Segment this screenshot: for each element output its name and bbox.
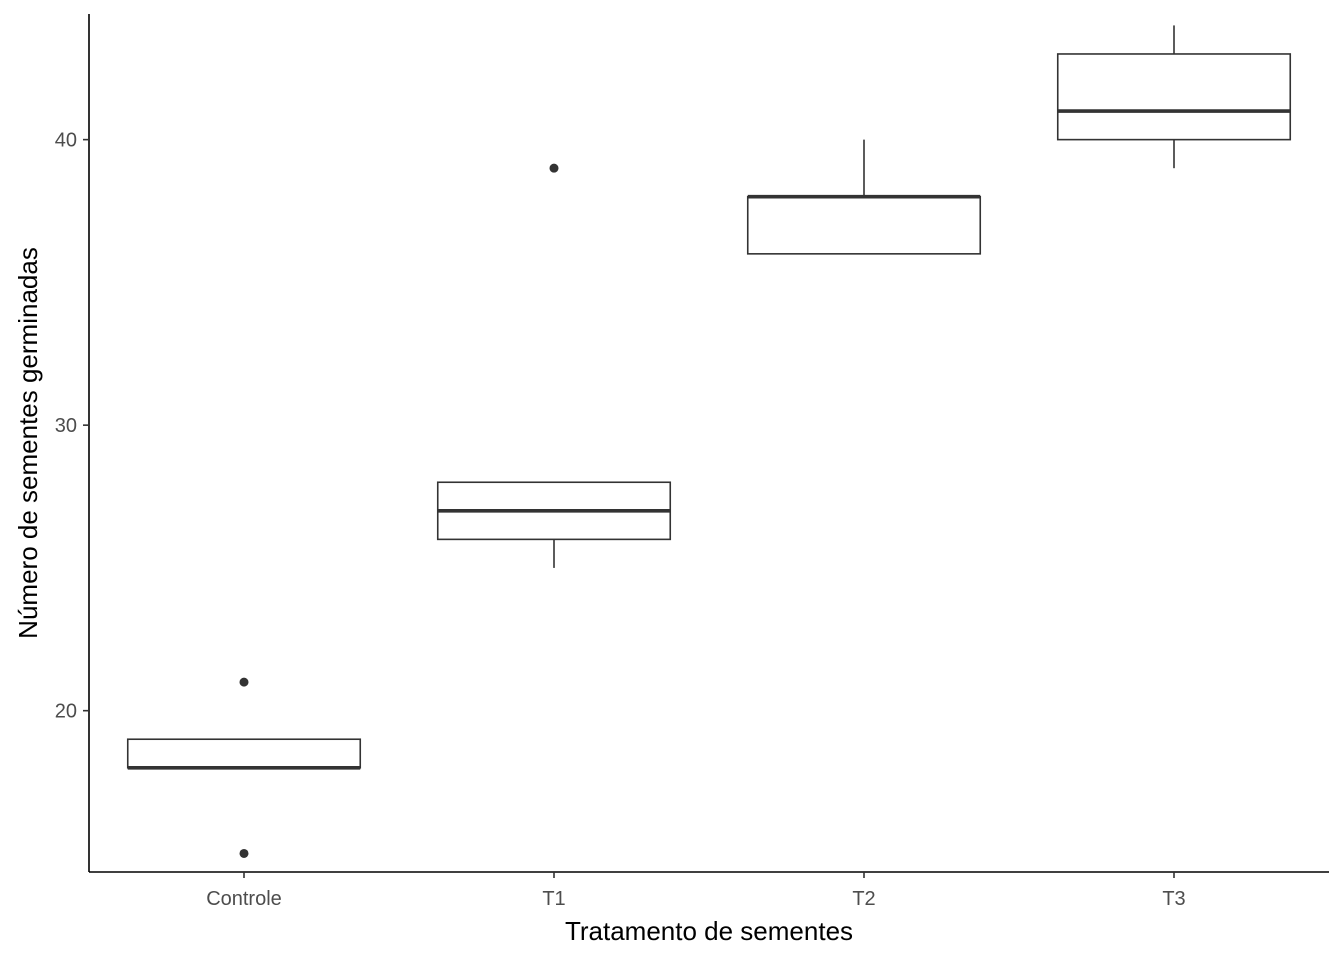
x-axis-title: Tratamento de sementes [565,916,853,946]
x-tick-label-t3: T3 [1162,888,1185,910]
outlier-t1-0 [549,163,559,173]
outlier-controle-1 [239,677,249,687]
plot-marks [126,25,1292,858]
box-t1 [436,163,672,568]
y-axis-title: Número de sementes germinadas [13,247,43,639]
box-t2 [746,139,982,255]
y-tick-label-30: 30 [55,415,77,437]
y-axis-ticks: 20 30 40 [55,130,89,723]
y-tick-label-20: 20 [55,701,77,723]
box-controle [126,677,362,858]
x-tick-label-controle: Controle [206,888,282,910]
x-tick-label-t1: T1 [542,888,565,910]
box-rect-controle [126,738,362,769]
x-tick-label-t2: T2 [852,888,875,910]
box-rect-t3 [1056,53,1292,141]
y-tick-label-40: 40 [55,130,77,152]
box-t3 [1056,25,1292,169]
x-axis-ticks: Controle T1 T2 T3 [206,872,1186,910]
box-rect-t2 [746,195,982,255]
outlier-controle-0 [239,848,249,858]
